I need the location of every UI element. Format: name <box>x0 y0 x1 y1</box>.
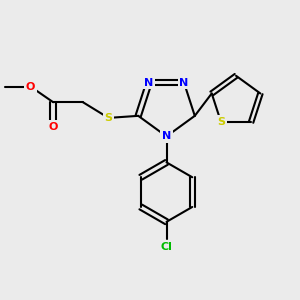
Text: O: O <box>26 82 35 92</box>
Text: S: S <box>104 113 112 123</box>
Text: N: N <box>179 78 189 88</box>
Text: N: N <box>162 131 171 141</box>
Text: Cl: Cl <box>160 242 172 252</box>
Text: N: N <box>144 78 154 88</box>
Text: S: S <box>217 117 225 127</box>
Text: O: O <box>49 122 58 132</box>
